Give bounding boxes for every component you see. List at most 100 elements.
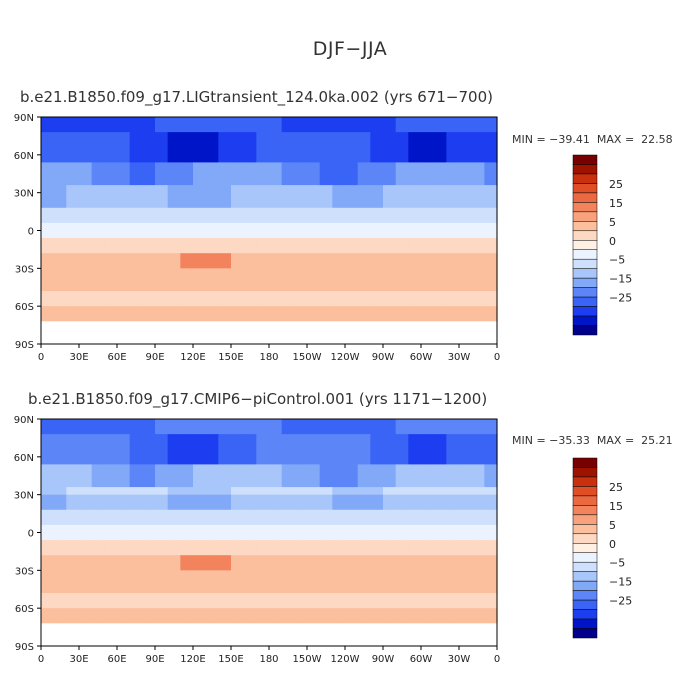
field-cell: [79, 321, 93, 330]
field-cell: [142, 306, 156, 315]
field-cell: [155, 419, 169, 428]
field-cell: [370, 124, 384, 133]
field-cell: [167, 328, 181, 338]
field-cell: [79, 154, 93, 163]
field-cell: [218, 253, 232, 262]
field-cell: [332, 321, 346, 330]
map-layer: 0 30E 60E 90E 120E 150E 180 150W 120W 90W 60W 30W 09…: [14, 113, 500, 363]
field-cell: [193, 577, 207, 587]
field-cell: [231, 502, 245, 511]
field-cell: [155, 124, 169, 133]
field-cell: [205, 298, 219, 307]
field-cell: [433, 192, 447, 201]
field-cell: [53, 562, 67, 571]
field-cell: [231, 509, 245, 518]
field-cell: [205, 471, 219, 481]
field-cell: [433, 487, 447, 496]
y-tick-label: 60N: [14, 151, 34, 162]
field-cell: [332, 238, 346, 247]
field-cell: [256, 517, 270, 526]
field-cell: [91, 524, 105, 534]
field-cell: [345, 623, 359, 632]
field-cell: [459, 509, 473, 518]
field-cell: [446, 600, 460, 609]
field-cell: [408, 615, 422, 624]
field-cell: [155, 570, 169, 579]
field-cell: [53, 434, 67, 443]
field-cell: [117, 509, 131, 518]
field-cell: [129, 207, 143, 216]
field-cell: [243, 441, 257, 450]
field-cell: [332, 471, 346, 481]
field-cell: [459, 298, 473, 307]
field-cell: [41, 162, 55, 171]
field-cell: [66, 623, 80, 632]
field-cell: [53, 600, 67, 609]
field-cell: [155, 547, 169, 556]
field-cell: [332, 124, 346, 133]
field-cell: [218, 509, 232, 518]
field-cell: [155, 494, 169, 503]
field-cell: [345, 555, 359, 564]
field-cell: [357, 336, 371, 345]
field-cell: [395, 449, 409, 458]
field-cell: [484, 540, 498, 549]
field-cell: [446, 517, 460, 526]
field-cell: [357, 426, 371, 435]
field-cell: [218, 479, 232, 488]
field-cell: [41, 321, 55, 330]
field-cell: [193, 487, 207, 496]
field-cell: [142, 456, 156, 465]
field-cell: [91, 230, 105, 239]
field-cell: [193, 200, 207, 209]
field-cell: [104, 434, 118, 443]
field-cell: [231, 306, 245, 315]
field-cell: [205, 532, 219, 541]
field-cell: [357, 215, 371, 224]
field-cell: [332, 426, 346, 435]
field-cell: [484, 464, 498, 473]
field-cell: [459, 638, 473, 647]
field-cell: [256, 524, 270, 534]
field-cell: [79, 177, 93, 186]
field-cell: [446, 555, 460, 564]
field-cell: [319, 509, 333, 518]
field-cell: [383, 562, 397, 571]
x-tick-label: 30E: [69, 654, 88, 665]
field-cell: [484, 230, 498, 239]
field-cell: [345, 532, 359, 541]
field-cell: [142, 608, 156, 617]
field-cell: [41, 441, 55, 450]
field-cell: [459, 117, 473, 126]
field-cell: [129, 117, 143, 126]
field-cell: [357, 245, 371, 254]
field-cell: [433, 532, 447, 541]
field-cell: [193, 623, 207, 632]
field-cell: [104, 585, 118, 594]
field-cell: [345, 169, 359, 179]
field-cell: [433, 562, 447, 571]
field-cell: [269, 509, 283, 518]
field-cell: [256, 615, 270, 624]
field-cell: [294, 245, 308, 254]
field-cell: [193, 328, 207, 338]
field-cell: [53, 623, 67, 632]
field-cell: [167, 577, 181, 587]
field-cell: [180, 268, 194, 277]
field-cell: [345, 147, 359, 156]
field-cell: [269, 268, 283, 277]
field-cell: [307, 328, 321, 338]
field-cell: [155, 185, 169, 194]
field-cell: [383, 230, 397, 239]
field-cell: [117, 139, 131, 148]
field-cell: [370, 154, 384, 163]
field-cell: [66, 124, 80, 133]
field-cell: [243, 623, 257, 632]
field-cell: [370, 117, 384, 126]
field-cell: [383, 434, 397, 443]
field-cell: [104, 426, 118, 435]
field-cell: [446, 419, 460, 428]
colorbar-label: 0: [609, 538, 616, 551]
field-cell: [129, 471, 143, 481]
field-cell: [307, 169, 321, 179]
